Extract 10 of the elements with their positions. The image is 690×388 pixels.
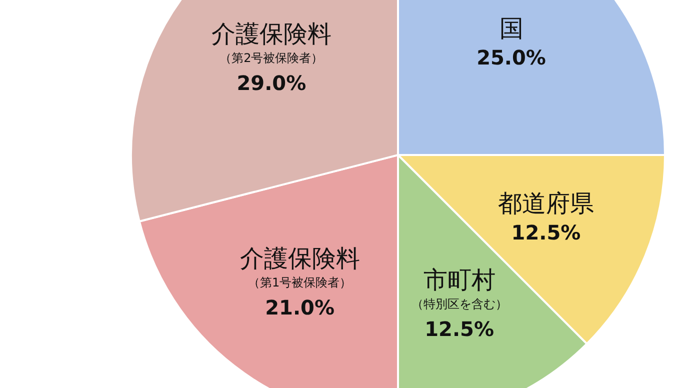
data-label: 25.0% xyxy=(476,46,546,70)
data-label: 12.5% xyxy=(424,317,494,342)
slice-label: 介護保険料（第1号被保険者） xyxy=(240,244,360,290)
data-label: 12.5% xyxy=(511,220,581,244)
slice-label: 介護保険料（第2号被保険者） xyxy=(211,20,332,65)
slice-label: 都道府県 xyxy=(498,189,594,218)
slice-label: 市町村（特別区を含む） xyxy=(411,266,508,312)
data-label: 29.0% xyxy=(236,70,306,95)
data-label: 21.0% xyxy=(265,296,335,320)
slice-label: 国 xyxy=(499,14,524,43)
